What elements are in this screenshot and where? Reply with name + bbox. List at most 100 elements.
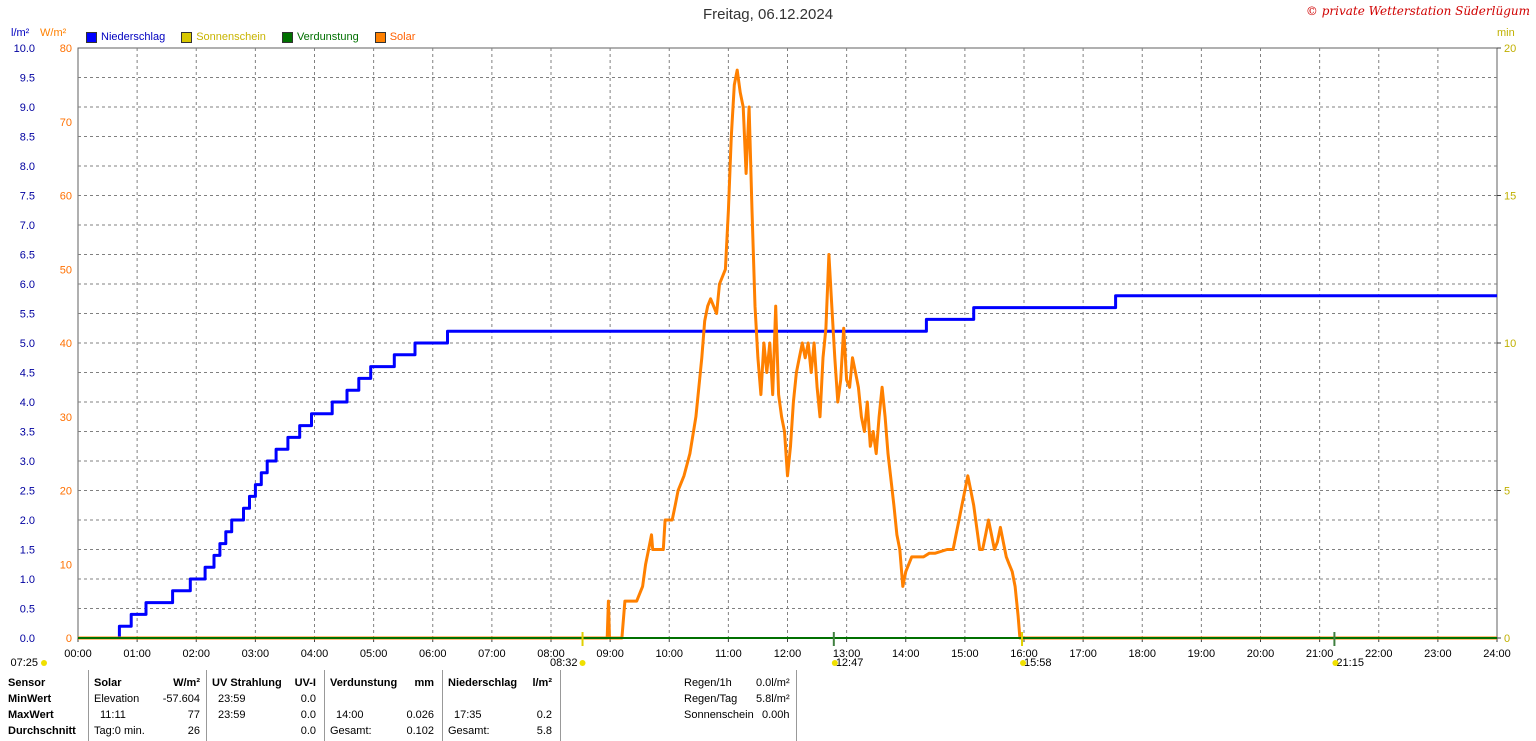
y-solar-tick-label: 10	[60, 559, 72, 571]
y-solar-tick-label: 60	[60, 191, 72, 203]
x-tick-label: 12:00	[774, 648, 802, 660]
y-precip-tick-label: 0.5	[20, 604, 35, 616]
x-tick-label: 20:00	[1247, 648, 1275, 660]
y-precip-tick-label: 2.5	[20, 486, 35, 498]
legend-label: Sonnenschein	[196, 31, 266, 43]
footer-col-uv: UV Strahlung UV-I 23:59 0.0 23:59 0.0 0.0	[212, 675, 320, 739]
legend-label: Solar	[389, 31, 416, 43]
y-right-tick-label: 10	[1504, 338, 1516, 350]
x-tick-label: 07:00	[478, 648, 506, 660]
y-solar-tick-label: 40	[60, 338, 72, 350]
footer-col-evap: Verdunstung mm 14:00 0.026 Gesamt: 0.102	[330, 675, 438, 739]
legend-swatch	[181, 31, 193, 43]
y-solar-tick-label: 20	[60, 486, 72, 498]
footer-rain-day-label: Regen/Tag	[684, 693, 738, 705]
sun-marker-label: 08:32	[550, 657, 578, 669]
series-layer	[78, 68, 1497, 640]
x-tick-label: 24:00	[1483, 648, 1511, 660]
x-tick-label: 17:00	[1069, 648, 1097, 660]
footer-evap-header: Verdunstung	[330, 677, 398, 689]
chart-title: Freitag, 06.12.2024	[702, 6, 834, 23]
y-precip-tick-label: 4.5	[20, 368, 35, 380]
footer-precip-max-val: 0.2	[536, 709, 552, 721]
footer-solar-max-time: 11:11	[100, 709, 126, 721]
footer-max-label: MaxWert	[8, 709, 54, 721]
y-solar-tick-label: 80	[60, 43, 72, 55]
y-precip-tick-label: 9.0	[20, 102, 35, 114]
x-tick-label: 23:00	[1424, 648, 1452, 660]
x-tick-label: 18:00	[1128, 648, 1156, 660]
footer-evap-unit: mm	[414, 677, 434, 689]
footer-evap-max-val: 0.026	[406, 709, 434, 721]
chart-canvas: 00:00 01:00 02:00 03:00 04:00 05:00 06:00 07:00…	[10, 43, 1516, 669]
footer-uv-unit: UV-I	[294, 677, 316, 689]
footer-col-solar: Solar W/m² Elevation -57.604 11:11 77 Tag:0…	[94, 675, 204, 739]
footer-col-sensor: Sensor MinWert MaxWert Durchschnitt	[8, 675, 88, 739]
sun-marker-label: 15:58	[1024, 657, 1052, 669]
y-precip-tick-label: 6.5	[20, 250, 35, 262]
y-precip-tick-label: 8.0	[20, 161, 35, 173]
y-solar-tick-label: 50	[60, 264, 72, 276]
footer-uv-max-val: 0.0	[300, 709, 316, 721]
x-tick-label: 01:00	[123, 648, 151, 660]
sun-marker-label: 07:25	[10, 657, 38, 669]
y-precip-tick-label: 0.0	[20, 633, 35, 645]
y-precip-tick-label: 1.0	[20, 574, 35, 586]
x-tick-label: 14:00	[892, 648, 920, 660]
footer-rain-day-val: 5.8l/m²	[756, 693, 790, 705]
x-tick-label: 06:00	[419, 648, 447, 660]
footer-solar-min-val: -57.604	[162, 693, 200, 705]
legend-item-solar: Solar	[374, 31, 416, 43]
copyright-text: © private Wetterstation Süderlügum	[1305, 4, 1530, 18]
x-tick-label: 19:00	[1188, 648, 1216, 660]
y-precip-tick-label: 7.5	[20, 191, 35, 203]
y-precip-tick-label: 6.0	[20, 279, 35, 291]
footer-solar-header: Solar	[94, 677, 122, 689]
y-precip-tick-label: 7.0	[20, 220, 35, 232]
footer-solar-unit: W/m²	[173, 677, 200, 689]
x-tick-label: 11:00	[715, 648, 742, 660]
footer-rain-1h-label: Regen/1h	[684, 677, 732, 689]
x-tick-label: 04:00	[301, 648, 329, 660]
footer-solar-min-time: Elevation	[94, 693, 140, 705]
x-tick-label: 10:00	[655, 648, 683, 660]
x-tick-label: 22:00	[1365, 648, 1393, 660]
y-precip-tick-label: 9.5	[20, 73, 35, 85]
legend-item-sonnenschein: Sonnenschein	[181, 31, 266, 43]
y-solar-tick-label: 0	[66, 633, 72, 645]
footer-col-precip: Niederschlag l/m² 17:35 0.2 Gesamt: 5.8	[448, 675, 556, 739]
legend-item-verdunstung: Verdunstung	[281, 31, 359, 43]
x-tick-label: 00:00	[64, 648, 92, 660]
sun-marker-dot	[831, 660, 838, 666]
x-tick-label: 15:00	[951, 648, 979, 660]
unit-solar: W/m²	[40, 27, 67, 39]
footer-evap-total-label: Gesamt:	[330, 725, 372, 737]
y-precip-tick-label: 4.0	[20, 397, 35, 409]
footer-sensor-header: Sensor	[8, 677, 46, 689]
y-precip-tick-label: 3.0	[20, 456, 35, 468]
legend-swatch	[86, 31, 97, 43]
sun-markers: 07:25 08:32 12:47 15:58 21:15	[10, 632, 1364, 669]
footer-solar-avg-val: 26	[187, 725, 200, 737]
sun-marker-label: 21:15	[1336, 657, 1364, 669]
footer-precip-total-val: 5.8	[536, 725, 552, 737]
footer-solar-avg-time: Tag:0 min.	[94, 725, 145, 737]
sun-marker-dot	[1332, 660, 1339, 666]
y-precip-tick-label: 2.0	[20, 515, 35, 527]
footer-avg-label: Durchschnitt	[8, 725, 76, 737]
y-precip-tick-label: 5.5	[20, 309, 35, 321]
x-tick-label: 13:00	[833, 648, 861, 660]
footer-col-rain: Regen/1h 0.0l/m² Regen/Tag 5.8l/m² Sonnens…	[684, 675, 794, 723]
y-precip-tick-label: 1.5	[20, 545, 35, 557]
series-niederschlag	[78, 294, 1497, 640]
footer-uv-header: UV Strahlung	[212, 677, 282, 689]
x-tick-label: 05:00	[360, 648, 388, 660]
legend-label: Verdunstung	[296, 31, 359, 43]
x-tick-label: 03:00	[242, 648, 270, 660]
x-tick-label: 16:00	[1010, 648, 1038, 660]
footer-uv-min-val: 0.0	[300, 693, 316, 705]
unit-precip: l/m²	[11, 27, 30, 39]
y-solar-tick-label: 70	[60, 117, 72, 129]
y-precip-tick-label: 10.0	[14, 43, 35, 55]
legend-swatch	[281, 31, 293, 43]
